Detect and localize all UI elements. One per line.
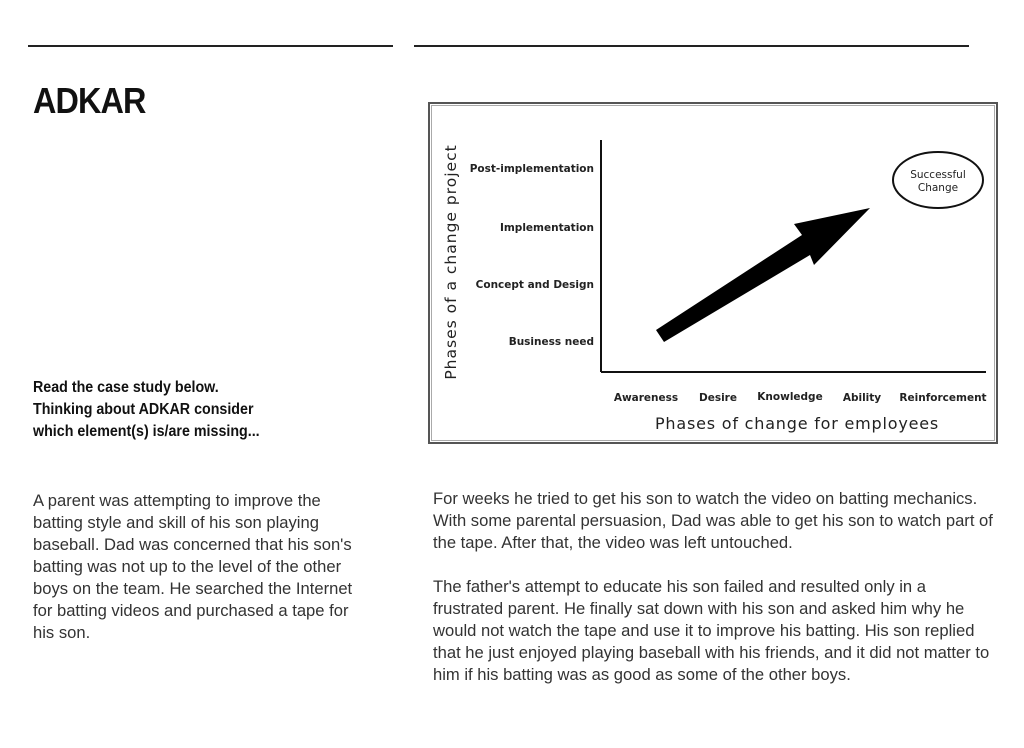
adkar-diagram: Phases of a change project Post-implemen… [428, 102, 998, 444]
top-rule-right [414, 45, 969, 47]
x-label: Desire [699, 392, 737, 404]
x-axis-label: Phases of change for employees [655, 414, 939, 433]
prompt-line: Read the case study below. [33, 379, 219, 396]
prompt-line: which element(s) is/are missing... [33, 423, 260, 440]
x-label: Reinforcement [899, 392, 986, 404]
y-label: Business need [509, 336, 594, 348]
y-label: Post-implementation [470, 163, 594, 175]
y-label: Implementation [500, 222, 594, 234]
case-paragraph-1: A parent was attempting to improve the b… [33, 491, 353, 642]
case-paragraph-3: The father's attempt to educate his son … [433, 577, 990, 684]
x-label: Awareness [614, 392, 678, 404]
x-label: Ability [843, 392, 881, 404]
goal-label: Change [918, 182, 958, 194]
top-rule-left [28, 45, 393, 47]
progress-arrow [656, 208, 870, 342]
goal-label: Successful [910, 169, 966, 181]
x-label: Knowledge [757, 391, 822, 403]
successful-change-ellipse [892, 151, 984, 209]
prompt-line: Thinking about ADKAR consider [33, 401, 254, 418]
slide-title: ADKAR [33, 80, 146, 121]
case-study-prompt: Read the case study below. Thinking abou… [33, 377, 309, 443]
case-paragraph-2: For weeks he tried to get his son to wat… [433, 489, 993, 552]
y-axis-label: Phases of a change project [442, 144, 460, 379]
y-label: Concept and Design [476, 279, 594, 291]
